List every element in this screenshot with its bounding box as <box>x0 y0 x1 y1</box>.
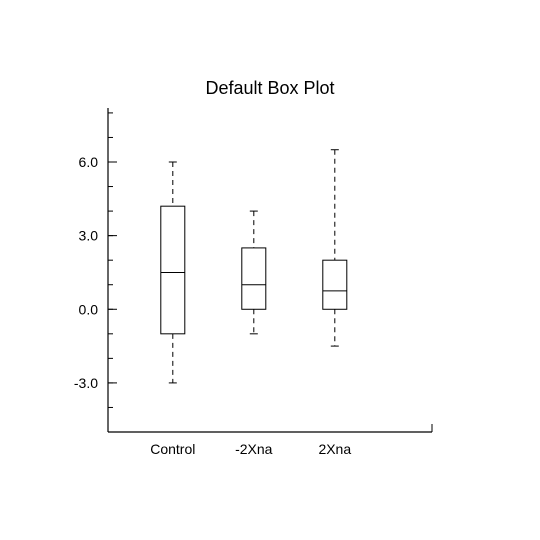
iqr-box <box>160 205 186 335</box>
box--2xna: -2Xna <box>235 210 273 457</box>
iqr-box <box>241 247 267 310</box>
axes: -3.0 0.0 3.0 6.0 <box>74 108 433 433</box>
box-2xna: 2Xna <box>318 149 351 457</box>
y-tick-label: 6.0 <box>79 154 99 170</box>
y-tick-label: 0.0 <box>79 301 99 317</box>
x-tick-label: 2Xna <box>318 441 351 457</box>
y-tick-label: -3.0 <box>74 375 98 391</box>
box-control: Control <box>150 161 195 457</box>
boxes: Control -2Xna 2Xna <box>150 149 351 457</box>
x-tick-label: -2Xna <box>235 441 273 457</box>
chart-title: Default Box Plot <box>205 78 334 98</box>
x-tick-label: Control <box>150 441 195 457</box>
iqr-box <box>322 259 348 310</box>
y-tick-label: 3.0 <box>79 228 99 244</box>
